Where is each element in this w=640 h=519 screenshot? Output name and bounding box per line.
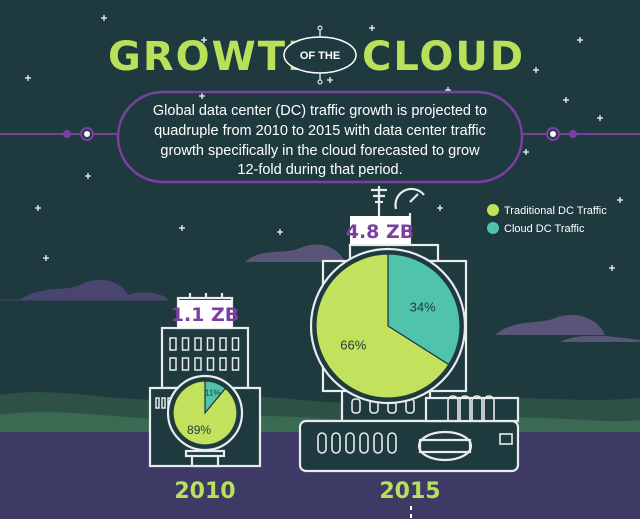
pie-2010-label-traditional: 89% — [187, 423, 211, 437]
legend: Traditional DC Traffic Cloud DC Traffic — [487, 204, 607, 235]
legend-label-traditional: Traditional DC Traffic — [504, 205, 607, 217]
pie-2010-slice-traditional — [172, 380, 238, 446]
intro-line-3: growth specifically in the cloud forecas… — [160, 143, 480, 159]
stars-decoration — [25, 15, 623, 271]
badge-2015-bg — [350, 216, 410, 244]
intro-line-2: quadruple from 2010 to 2015 with data ce… — [154, 123, 486, 139]
intro-line-1: Global data center (DC) traffic growth i… — [152, 103, 488, 119]
legend-swatch-traditional — [487, 204, 499, 216]
intro-frame — [0, 90, 640, 184]
pie-2015-label-traditional: 66% — [340, 338, 366, 353]
title-of-the: OF THE — [300, 50, 340, 62]
total-2015: 4.8 ZB — [346, 221, 415, 243]
pie-2010: 11% 89% — [166, 374, 244, 452]
intro-line-4: 12-fold during that period. — [237, 162, 403, 178]
year-label-2015: 2015 — [379, 479, 440, 504]
title-cloud: CLOUD — [362, 34, 525, 80]
legend-label-cloud: Cloud DC Traffic — [504, 223, 585, 235]
pie-2015-slice-traditional — [315, 253, 450, 399]
pie-2015-label-cloud: 34% — [410, 299, 436, 314]
of-the-emblem: OF THE — [283, 25, 357, 85]
pie-2015: 34% 66% — [309, 247, 467, 405]
legend-swatch-cloud — [487, 222, 499, 234]
total-2010: 1.1 ZB — [171, 304, 240, 326]
badge-2010-bg — [178, 300, 232, 328]
pie-2010-label-cloud: 11% — [205, 388, 222, 398]
year-label-2010: 2010 — [174, 479, 235, 504]
title: GROWTH OF THE CLOUD — [108, 25, 525, 85]
clouds-decoration — [0, 244, 640, 342]
